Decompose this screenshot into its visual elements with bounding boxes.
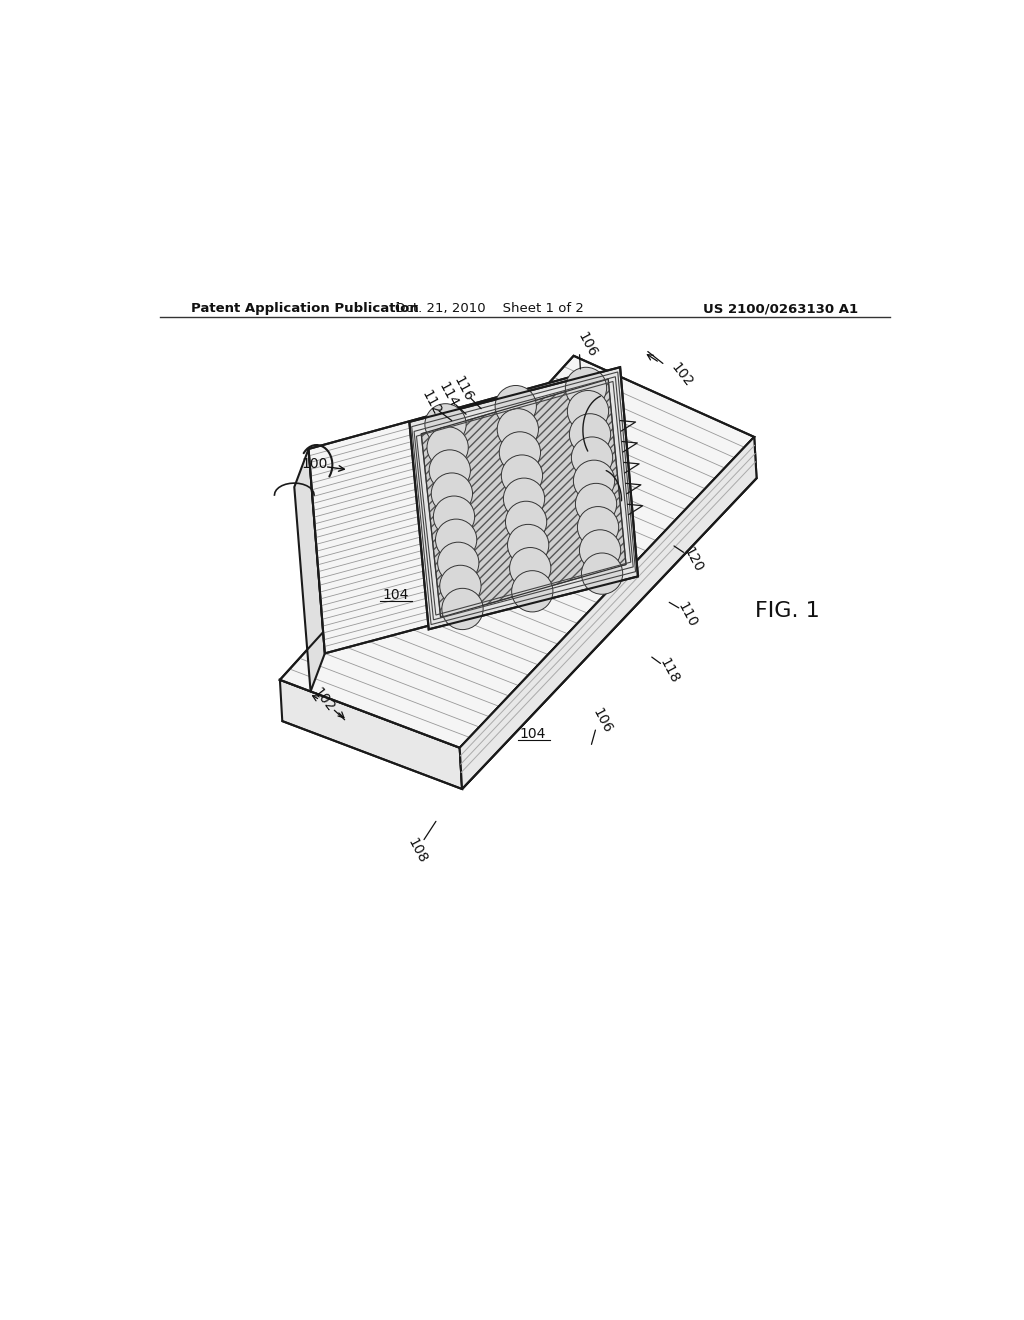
Text: 104: 104 — [382, 589, 409, 602]
Circle shape — [506, 502, 547, 543]
Text: 102: 102 — [309, 685, 337, 714]
Polygon shape — [410, 367, 638, 630]
Text: 106: 106 — [574, 330, 599, 360]
Circle shape — [496, 385, 537, 426]
Circle shape — [433, 496, 475, 537]
Circle shape — [431, 473, 472, 515]
Circle shape — [498, 409, 539, 450]
Text: 118: 118 — [656, 656, 682, 685]
Text: 104: 104 — [519, 727, 546, 741]
Circle shape — [435, 519, 477, 561]
Circle shape — [569, 413, 610, 455]
Text: 116: 116 — [451, 374, 475, 404]
Circle shape — [573, 461, 614, 502]
Polygon shape — [294, 449, 325, 692]
Circle shape — [580, 529, 621, 572]
Circle shape — [508, 524, 549, 566]
Circle shape — [582, 553, 623, 594]
Circle shape — [429, 450, 470, 491]
Text: FIG. 1: FIG. 1 — [755, 601, 819, 620]
Text: 108: 108 — [404, 836, 429, 866]
Circle shape — [578, 507, 618, 548]
Text: 112: 112 — [419, 387, 443, 417]
Circle shape — [502, 455, 543, 496]
Circle shape — [512, 570, 553, 612]
Circle shape — [425, 404, 466, 445]
Circle shape — [567, 391, 608, 432]
Circle shape — [500, 432, 541, 473]
Polygon shape — [308, 371, 613, 653]
Text: 110: 110 — [675, 601, 699, 630]
Circle shape — [442, 589, 483, 630]
Polygon shape — [280, 680, 462, 789]
Text: US 2100/0263130 A1: US 2100/0263130 A1 — [703, 302, 858, 315]
Circle shape — [571, 437, 612, 478]
Text: 102: 102 — [669, 360, 695, 389]
Polygon shape — [280, 356, 755, 747]
Circle shape — [565, 367, 606, 409]
Text: 106: 106 — [590, 706, 615, 735]
Circle shape — [437, 543, 479, 583]
Text: 114: 114 — [435, 380, 460, 411]
Text: Patent Application Publication: Patent Application Publication — [191, 302, 419, 315]
Circle shape — [510, 548, 551, 589]
Text: 100: 100 — [301, 457, 328, 471]
Text: 120: 120 — [681, 545, 706, 574]
Circle shape — [439, 565, 481, 606]
Polygon shape — [460, 437, 757, 789]
Circle shape — [575, 483, 616, 524]
Text: Oct. 21, 2010    Sheet 1 of 2: Oct. 21, 2010 Sheet 1 of 2 — [394, 302, 584, 315]
Polygon shape — [460, 437, 757, 789]
Circle shape — [504, 478, 545, 519]
Polygon shape — [421, 379, 626, 618]
Circle shape — [427, 426, 468, 469]
